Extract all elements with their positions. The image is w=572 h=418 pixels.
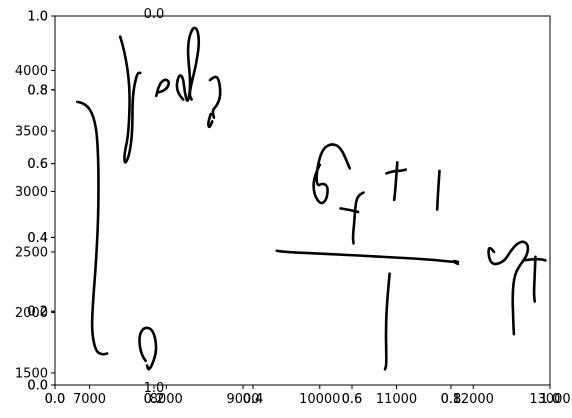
ink-stroke [138, 326, 158, 371]
y-tick-label: 0.4 [27, 231, 48, 246]
ink-stroke [383, 272, 391, 371]
y-tick-label: 0.8 [27, 83, 48, 98]
stray-tick-label: 1.0 [144, 381, 165, 396]
y-tick-label: 0.4 [27, 231, 48, 246]
ink-stroke [351, 191, 365, 245]
ink-stroke [207, 112, 214, 129]
stray-tick-label: 0.0 [144, 7, 165, 22]
ink-stroke [118, 35, 142, 164]
ink-stroke [392, 161, 399, 202]
x-tick-label: 1.0 [540, 392, 561, 407]
x-tick-label: 9000 [226, 392, 259, 407]
y-tick-label: 4000 [15, 64, 48, 79]
y-tick-label: 0.2 [27, 305, 48, 320]
x-tick-label: 0.2 [144, 392, 165, 407]
ink-strokes [76, 26, 547, 371]
x-tick-label: 11000 [376, 392, 417, 407]
ink-stroke [175, 26, 201, 102]
y-tick-label: 0.8 [27, 83, 48, 98]
axes-border [54, 15, 551, 386]
ink-stroke [339, 207, 360, 214]
y-tick-label: 0.6 [27, 157, 48, 172]
y-tick-label: 0.2 [27, 305, 48, 320]
ink-stroke [208, 75, 222, 119]
x-tick-label: 0.4 [243, 392, 264, 407]
x-tick-label: 7000 [73, 392, 106, 407]
y-tick-label: 0.6 [27, 157, 48, 172]
y-tick-label: 3500 [15, 124, 48, 139]
axes-frame [54, 15, 551, 386]
y-tick-label: 0.0 [27, 379, 48, 394]
x-tick-label: 0.8 [441, 392, 462, 407]
x-tick-label: 12000 [453, 392, 494, 407]
y-tick-label: 1.0 [27, 10, 48, 25]
ink-stroke [275, 249, 460, 266]
x-tick-label: 1.0 [540, 392, 561, 407]
ink-stroke [76, 100, 109, 356]
ink-stroke [312, 143, 351, 205]
x-tick-label: 0.6 [342, 392, 363, 407]
ink-stroke [532, 255, 537, 303]
y-tick-label: 1.0 [27, 10, 48, 25]
ink-stroke [435, 169, 441, 211]
y-tick-label: 2500 [15, 245, 48, 260]
y-tick-label: 2000 [15, 306, 48, 321]
ink-stroke [155, 78, 171, 98]
x-tick-label: 0.6 [342, 392, 363, 407]
x-tick-label: 13000 [529, 392, 570, 407]
x-tick-label: 0.2 [144, 392, 165, 407]
x-tick-label: 0.0 [45, 392, 66, 407]
ink-stroke [487, 240, 530, 336]
y-tick-label: 3000 [15, 185, 48, 200]
y-tick-label: 0.0 [27, 379, 48, 394]
x-tick-label: 10000 [299, 392, 340, 407]
y-tick-label: 1500 [15, 366, 48, 381]
x-tick-label: 0.8 [441, 392, 462, 407]
x-tick-label: 0.0 [45, 392, 66, 407]
x-tick-label: 8000 [150, 392, 183, 407]
tick-group: 0.0 0.2 0.4 0.6 0.8 1.00.00.20.40.60.81.00.0 0… [15, 7, 571, 407]
x-tick-label: 0.4 [243, 392, 264, 407]
